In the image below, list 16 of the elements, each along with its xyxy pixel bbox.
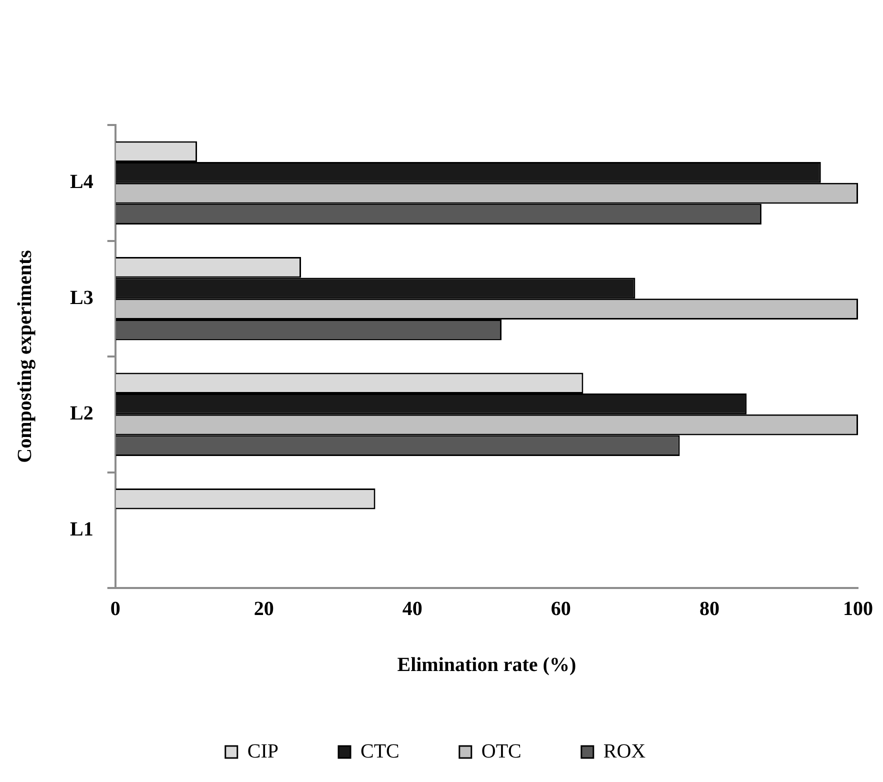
x-tick-label: 20 xyxy=(254,598,274,620)
x-tick-label: 80 xyxy=(699,598,720,620)
x-axis-title: Elimination rate (%) xyxy=(397,654,576,676)
legend-label: CTC xyxy=(360,740,400,762)
x-tick-label: 0 xyxy=(110,598,120,620)
y-tick-label: L4 xyxy=(70,171,94,194)
y-axis-title: Composting experiments xyxy=(14,250,36,463)
legend-label: ROX xyxy=(603,740,646,762)
x-tick-label: 60 xyxy=(550,598,571,620)
x-tick-label: 100 xyxy=(843,598,873,620)
x-tick-label: 40 xyxy=(402,598,422,620)
legend-label: CIP xyxy=(247,740,278,762)
y-tick-label: L2 xyxy=(70,402,94,425)
y-tick-label: L1 xyxy=(70,518,94,540)
y-tick-label: L3 xyxy=(70,286,94,309)
legend-label: OTC xyxy=(481,740,522,762)
